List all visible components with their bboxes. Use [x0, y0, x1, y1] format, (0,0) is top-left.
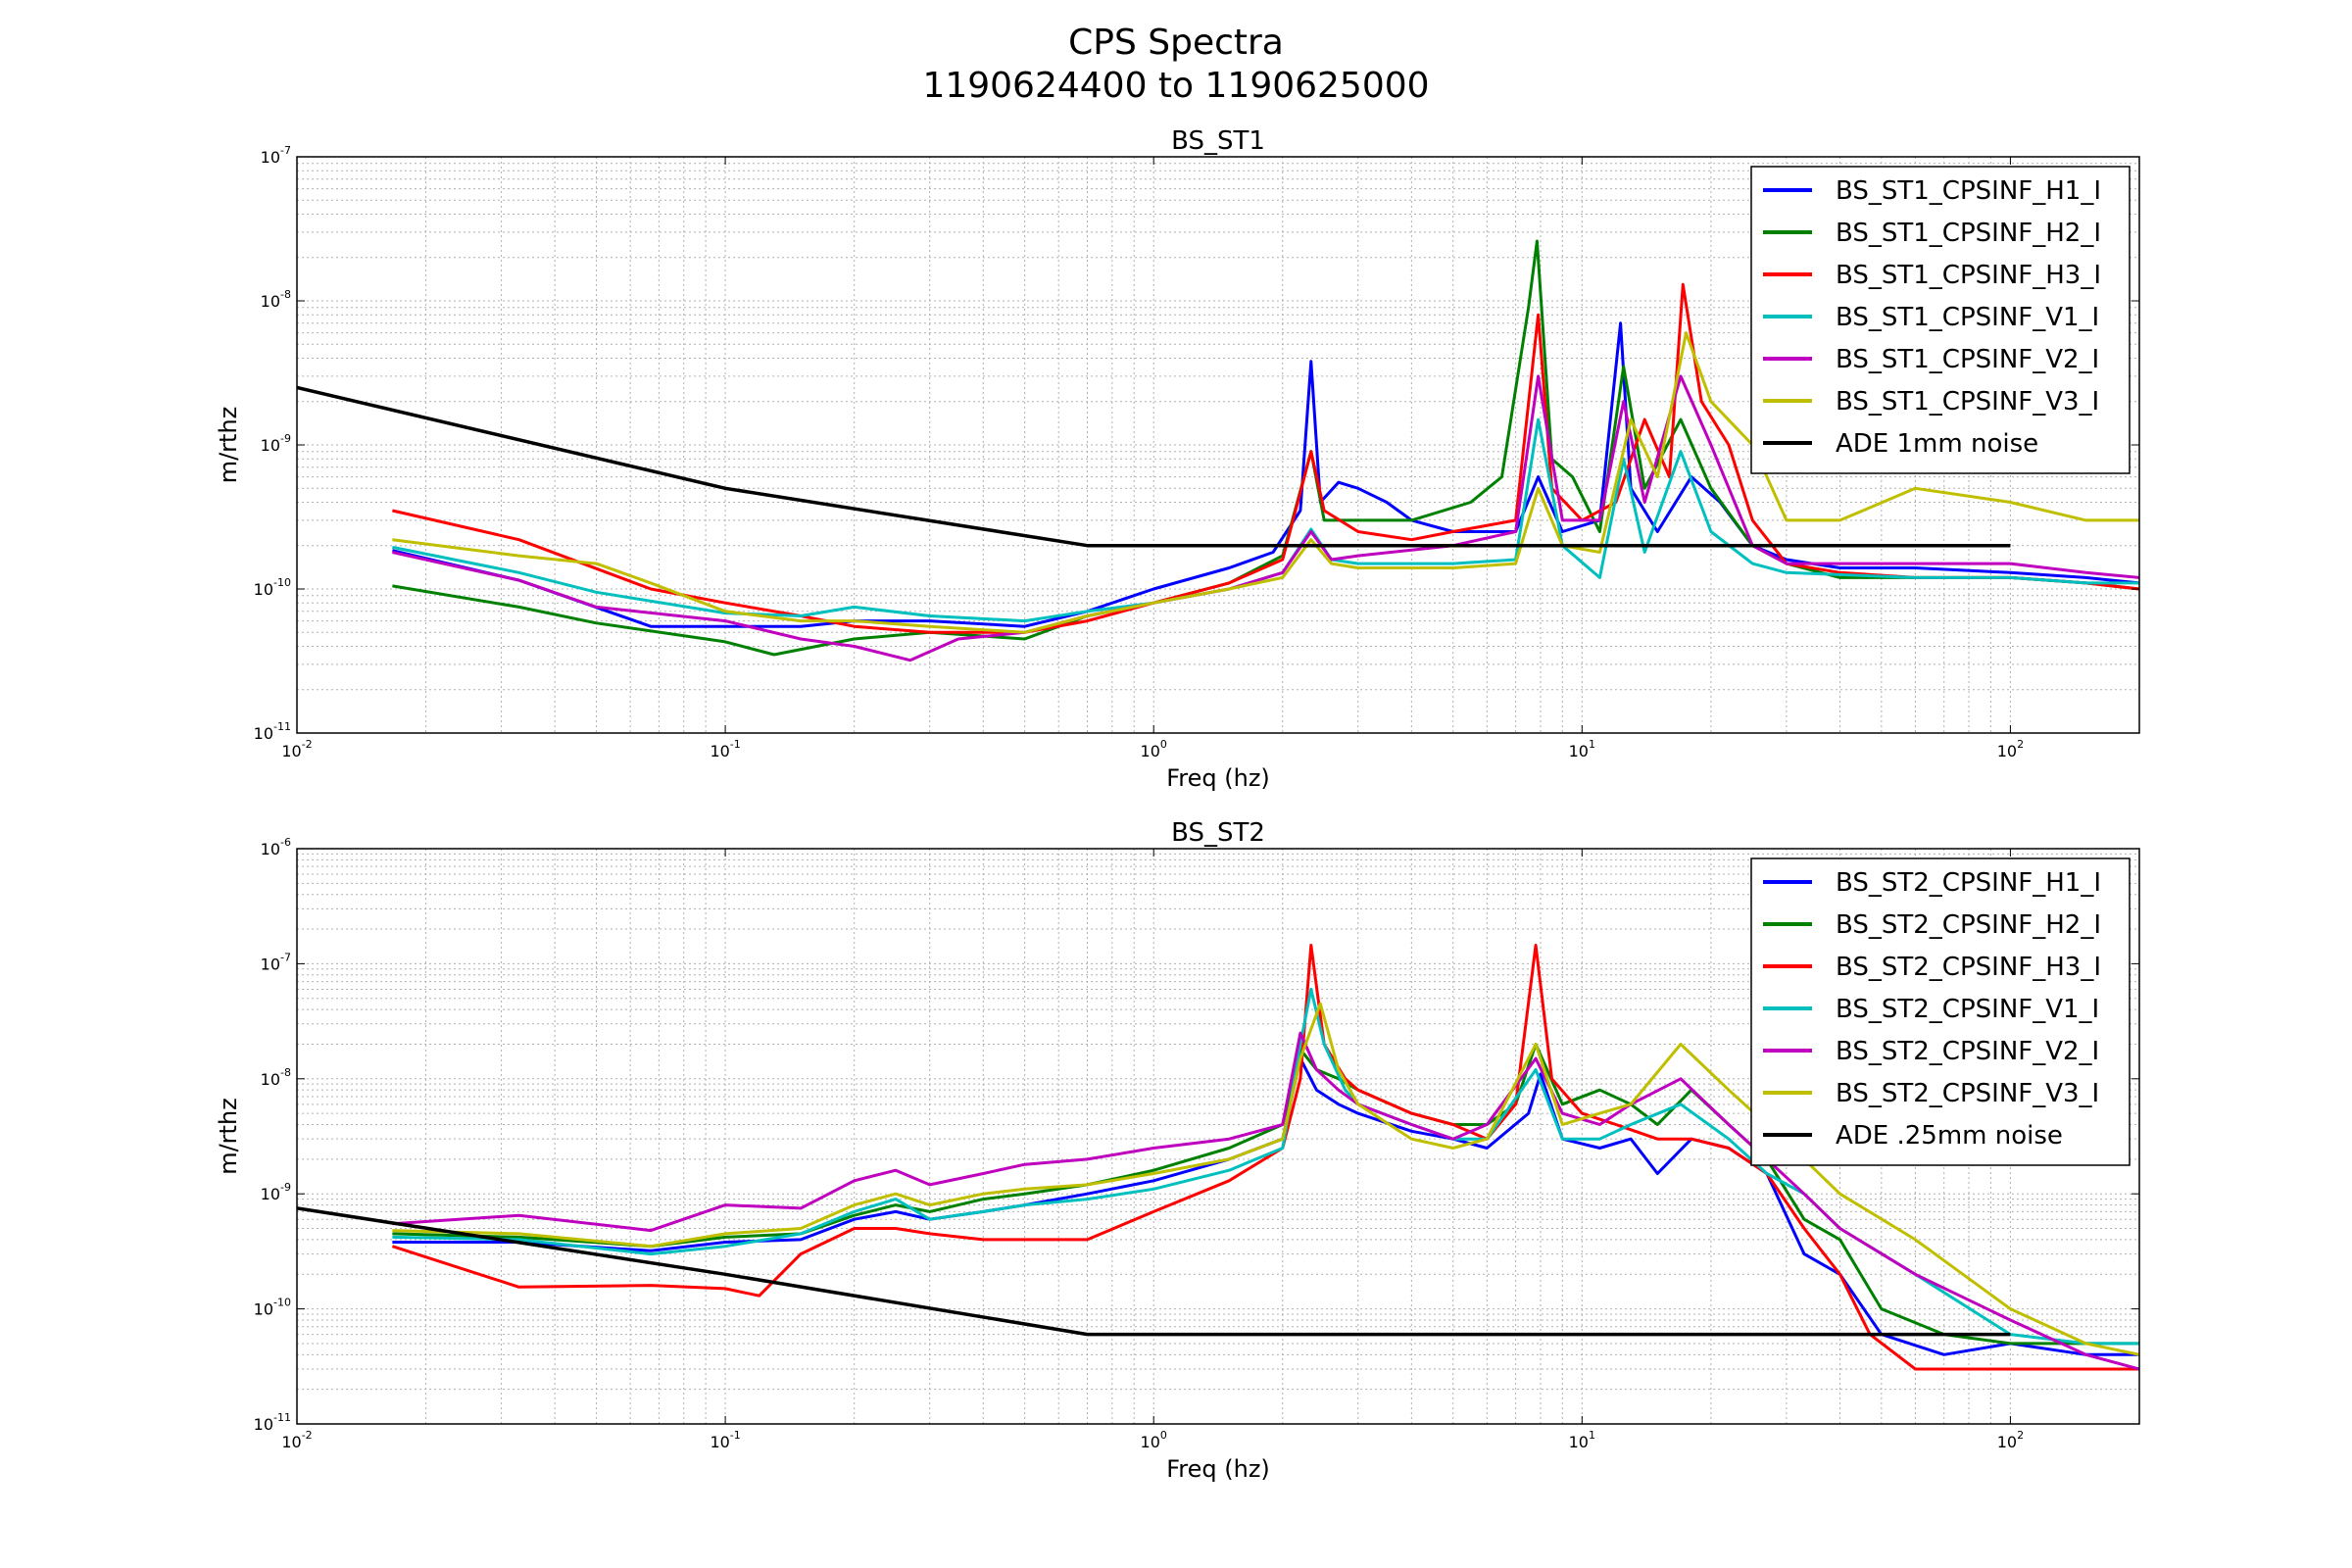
figure-title-line2: 1190624400 to 1190625000 [922, 66, 1430, 106]
x-tick-label: 10-1 [710, 738, 740, 760]
legend-box [1750, 166, 2131, 474]
x-tick-label: 102 [1997, 1429, 2024, 1451]
y-tick-label: 10-6 [261, 836, 291, 858]
series-line [392, 1056, 2139, 1356]
legend-entry-label: BS_ST2_CPSINF_V2_I [1836, 1037, 2099, 1066]
legend-box [1750, 858, 2131, 1166]
legend-entry-label: BS_ST2_CPSINF_V1_I [1836, 995, 2099, 1024]
legend-entry-label: ADE .25mm noise [1836, 1121, 2063, 1151]
x-tick-label: 100 [1141, 1429, 1167, 1451]
series-line [392, 417, 2139, 623]
series-line [392, 282, 2139, 634]
series-group [297, 944, 2139, 1371]
legend: BS_ST2_CPSINF_H1_I BS_ST2_CPSINF_H2_I BS_S… [1750, 858, 2131, 1166]
x-tick-label: 101 [1569, 738, 1595, 760]
x-tick-label: 100 [1141, 738, 1167, 760]
y-tick-label: 10-7 [261, 144, 291, 167]
panel-title: BS_ST2 [1171, 818, 1265, 848]
series-line [392, 1031, 2139, 1371]
legend-entry-label: BS_ST2_CPSINF_H1_I [1836, 868, 2101, 898]
series-line [297, 385, 2011, 548]
legend-entry-label: BS_ST1_CPSINF_V2_I [1836, 345, 2099, 374]
y-tick-label: 10-11 [254, 720, 291, 743]
figure-title: CPS Spectra 1190624400 to 1190625000 [0, 22, 2352, 108]
y-tick-label: 10-10 [254, 576, 291, 599]
legend: BS_ST1_CPSINF_H1_I BS_ST1_CPSINF_H2_I BS_S… [1750, 166, 2131, 474]
legend-entry-label: BS_ST1_CPSINF_H2_I [1836, 219, 2101, 248]
legend-entry-label: BS_ST1_CPSINF_H1_I [1836, 176, 2101, 206]
y-tick-label: 10-7 [261, 951, 291, 973]
series-line [391, 944, 2139, 1371]
panel-title: BS_ST1 [1171, 126, 1265, 156]
series-line [297, 1206, 2011, 1337]
legend-entry-label: BS_ST2_CPSINF_H2_I [1836, 910, 2101, 940]
legend-entry-label: BS_ST1_CPSINF_H3_I [1836, 261, 2101, 290]
chart-panel-1: 10-2 10-1 100 101 102 10-11 10-10 10-9 10-8 10-7 B… [215, 126, 2140, 792]
legend-entry-label: BS_ST2_CPSINF_H3_I [1836, 953, 2101, 982]
figure-title-line1: CPS Spectra [1068, 23, 1284, 63]
legend-entry-label: BS_ST2_CPSINF_V3_I [1836, 1079, 2099, 1108]
y-axis-label: m/rthz [215, 1098, 242, 1175]
x-tick-label: 10-2 [281, 1429, 312, 1451]
y-tick-label: 10-9 [261, 1181, 291, 1203]
x-tick-label: 102 [1997, 738, 2024, 760]
series-line [392, 987, 2139, 1346]
series-group [297, 239, 2139, 662]
legend-entry-label: ADE 1mm noise [1836, 429, 2038, 459]
y-tick-label: 10-8 [261, 1066, 291, 1089]
axes-frame [296, 848, 2140, 1425]
x-axis-label: Freq (hz) [1166, 1455, 1270, 1483]
x-tick-label: 10-2 [281, 738, 312, 760]
x-tick-label: 101 [1569, 1429, 1595, 1451]
y-tick-label: 10-9 [261, 432, 291, 455]
chart-panel-2: 10-2 10-1 100 101 102 10-11 10-10 10-9 10-8 10-7 1… [215, 818, 2140, 1483]
series-line [392, 331, 2139, 634]
legend-entry-label: BS_ST1_CPSINF_V3_I [1836, 387, 2099, 416]
y-axis-label: m/rthz [215, 407, 242, 484]
y-tick-label: 10-8 [261, 288, 291, 311]
x-tick-label: 10-1 [710, 1429, 740, 1451]
y-tick-label: 10-11 [254, 1411, 291, 1434]
legend-entry-label: BS_ST1_CPSINF_V1_I [1836, 303, 2099, 332]
y-tick-label: 10-10 [254, 1297, 291, 1319]
x-axis-label: Freq (hz) [1166, 764, 1270, 792]
